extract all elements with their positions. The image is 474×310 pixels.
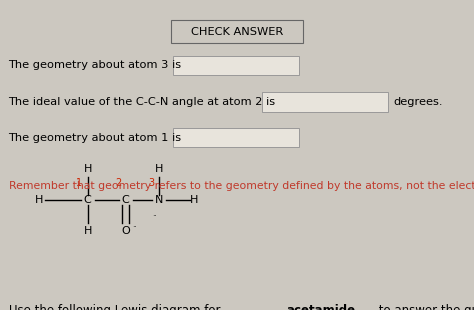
Text: ··: ·· (152, 212, 156, 222)
FancyBboxPatch shape (171, 20, 303, 43)
Text: 3: 3 (149, 178, 155, 188)
Text: to answer the questions:: to answer the questions: (375, 304, 474, 310)
Text: CHECK ANSWER: CHECK ANSWER (191, 27, 283, 37)
Text: C: C (84, 195, 91, 205)
Text: H: H (83, 226, 92, 236)
Text: degrees.: degrees. (393, 97, 443, 107)
Text: The geometry about atom 3 is: The geometry about atom 3 is (9, 60, 182, 70)
Text: The ideal value of the C-C-N angle at atom 2 is: The ideal value of the C-C-N angle at at… (9, 97, 276, 107)
Text: H: H (83, 164, 92, 174)
Text: ··: ·· (132, 223, 137, 232)
FancyBboxPatch shape (173, 56, 299, 75)
FancyBboxPatch shape (262, 92, 388, 112)
Text: Use the following Lewis diagram for: Use the following Lewis diagram for (9, 304, 224, 310)
Text: acetamide: acetamide (286, 304, 356, 310)
Text: H: H (190, 195, 199, 205)
Text: 1: 1 (76, 178, 82, 188)
Text: 2: 2 (115, 178, 122, 188)
Text: Remember that geometry refers to the geometry defined by the atoms, not the elec: Remember that geometry refers to the geo… (9, 181, 474, 191)
Text: N: N (155, 195, 163, 205)
Text: H: H (35, 195, 43, 205)
Text: H: H (155, 164, 163, 174)
Text: C: C (122, 195, 129, 205)
Text: The geometry about atom 1 is: The geometry about atom 1 is (9, 133, 182, 143)
FancyBboxPatch shape (173, 128, 299, 147)
Text: O: O (121, 226, 130, 236)
